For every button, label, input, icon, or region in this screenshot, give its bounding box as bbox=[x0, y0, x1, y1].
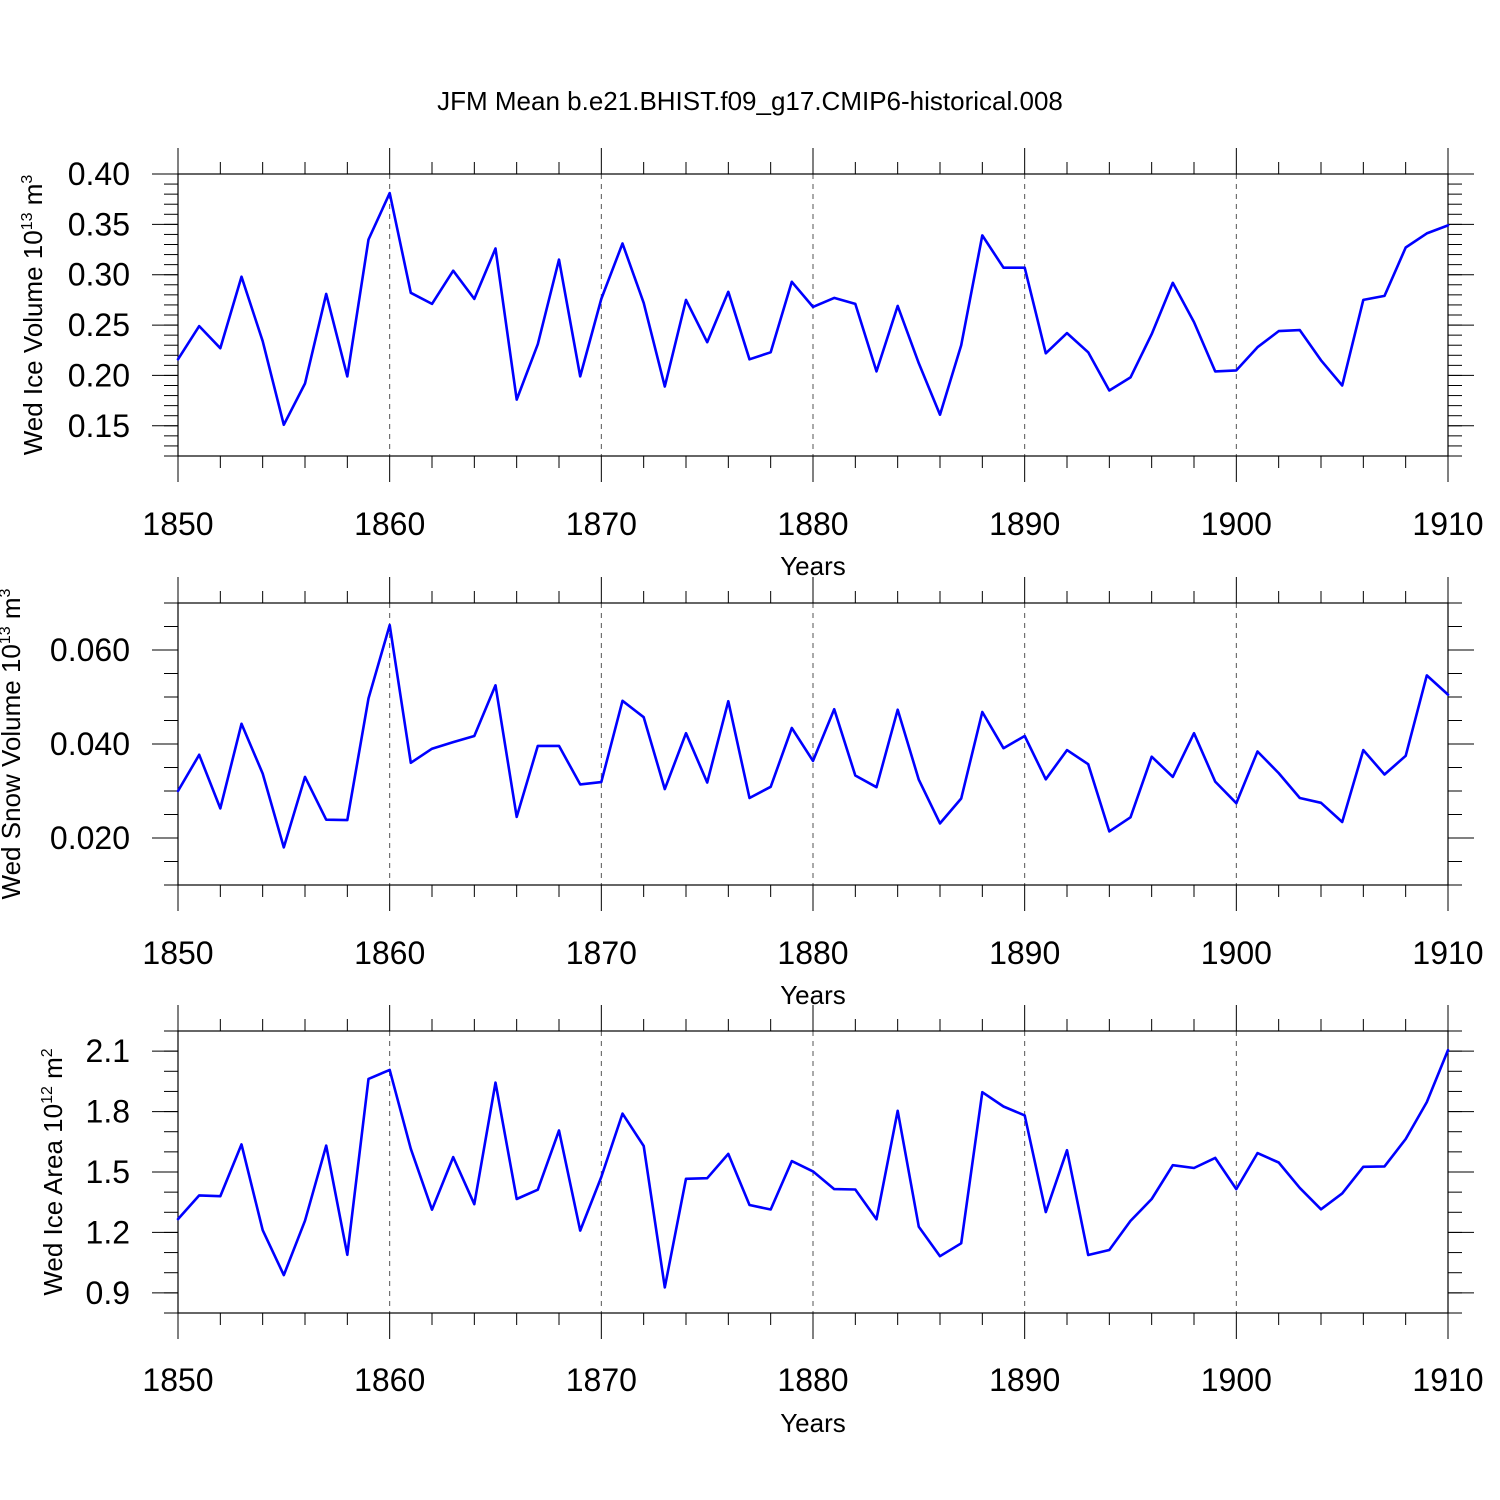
y-axis-label: Wed Ice Volume 1013 m3 bbox=[18, 175, 48, 456]
y-tick-label-0.20: 0.20 bbox=[68, 357, 130, 393]
y-tick-label-0.060: 0.060 bbox=[50, 632, 130, 668]
x-tick-label-1850: 1850 bbox=[142, 506, 213, 542]
x-tick-label-1900: 1900 bbox=[1201, 1362, 1272, 1398]
x-tick-label-1880: 1880 bbox=[777, 935, 848, 971]
y-tick-label-0.40: 0.40 bbox=[68, 156, 130, 192]
x-tick-label-1870: 1870 bbox=[566, 506, 637, 542]
x-tick-label-1870: 1870 bbox=[566, 935, 637, 971]
y-tick-label-0.9: 0.9 bbox=[86, 1275, 130, 1311]
y-tick-label-0.15: 0.15 bbox=[68, 408, 130, 444]
y-axis-label: Wed Snow Volume 1013 m3 bbox=[0, 588, 26, 899]
x-tick-label-1870: 1870 bbox=[566, 1362, 637, 1398]
x-tick-label-1900: 1900 bbox=[1201, 506, 1272, 542]
y-tick-label-1.8: 1.8 bbox=[86, 1094, 130, 1130]
x-tick-label-1890: 1890 bbox=[989, 506, 1060, 542]
x-tick-label-1890: 1890 bbox=[989, 935, 1060, 971]
y-axis-label: Wed Ice Area 1012 m2 bbox=[38, 1048, 68, 1295]
x-tick-label-1860: 1860 bbox=[354, 935, 425, 971]
series-line-snow-volume bbox=[176, 623, 1450, 849]
y-tick-label-0.30: 0.30 bbox=[68, 257, 130, 293]
series-line-ice-area bbox=[176, 1048, 1450, 1289]
x-tick-label-1850: 1850 bbox=[142, 1362, 213, 1398]
x-axis-label: Years bbox=[780, 1408, 846, 1438]
x-tick-label-1850: 1850 bbox=[142, 935, 213, 971]
x-tick-label-1880: 1880 bbox=[777, 1362, 848, 1398]
x-tick-label-1860: 1860 bbox=[354, 506, 425, 542]
y-tick-label-1.5: 1.5 bbox=[86, 1154, 130, 1190]
y-tick-label-0.040: 0.040 bbox=[50, 726, 130, 762]
x-tick-label-1900: 1900 bbox=[1201, 935, 1272, 971]
x-tick-label-1910: 1910 bbox=[1412, 1362, 1483, 1398]
y-tick-label-0.35: 0.35 bbox=[68, 206, 130, 242]
panel-ice-area: 1850 1860 1870 1880 1890 1900 1910 Years 0.9 1.2 1… bbox=[38, 1005, 1484, 1438]
x-tick-label-1910: 1910 bbox=[1412, 506, 1483, 542]
chart-title: JFM Mean b.e21.BHIST.f09_g17.CMIP6-histo… bbox=[437, 86, 1063, 116]
x-tick-label-1880: 1880 bbox=[777, 506, 848, 542]
x-tick-label-1860: 1860 bbox=[354, 1362, 425, 1398]
x-tick-label-1890: 1890 bbox=[989, 1362, 1060, 1398]
series-line-ice-volume bbox=[176, 191, 1450, 427]
y-tick-label-1.2: 1.2 bbox=[86, 1214, 130, 1250]
y-tick-label-0.020: 0.020 bbox=[50, 820, 130, 856]
panel-ice-volume: 1850 1860 1870 1880 1890 1900 1910 Years 0.15 0.2… bbox=[18, 148, 1484, 581]
x-axis-label: Years bbox=[780, 551, 846, 581]
y-tick-label-0.25: 0.25 bbox=[68, 307, 130, 343]
panel-snow-volume: 1850 1860 1870 1880 1890 1900 1910Years0.0200.… bbox=[0, 577, 1484, 1010]
x-tick-label-1910: 1910 bbox=[1412, 935, 1483, 971]
y-tick-label-2.1: 2.1 bbox=[86, 1033, 130, 1069]
